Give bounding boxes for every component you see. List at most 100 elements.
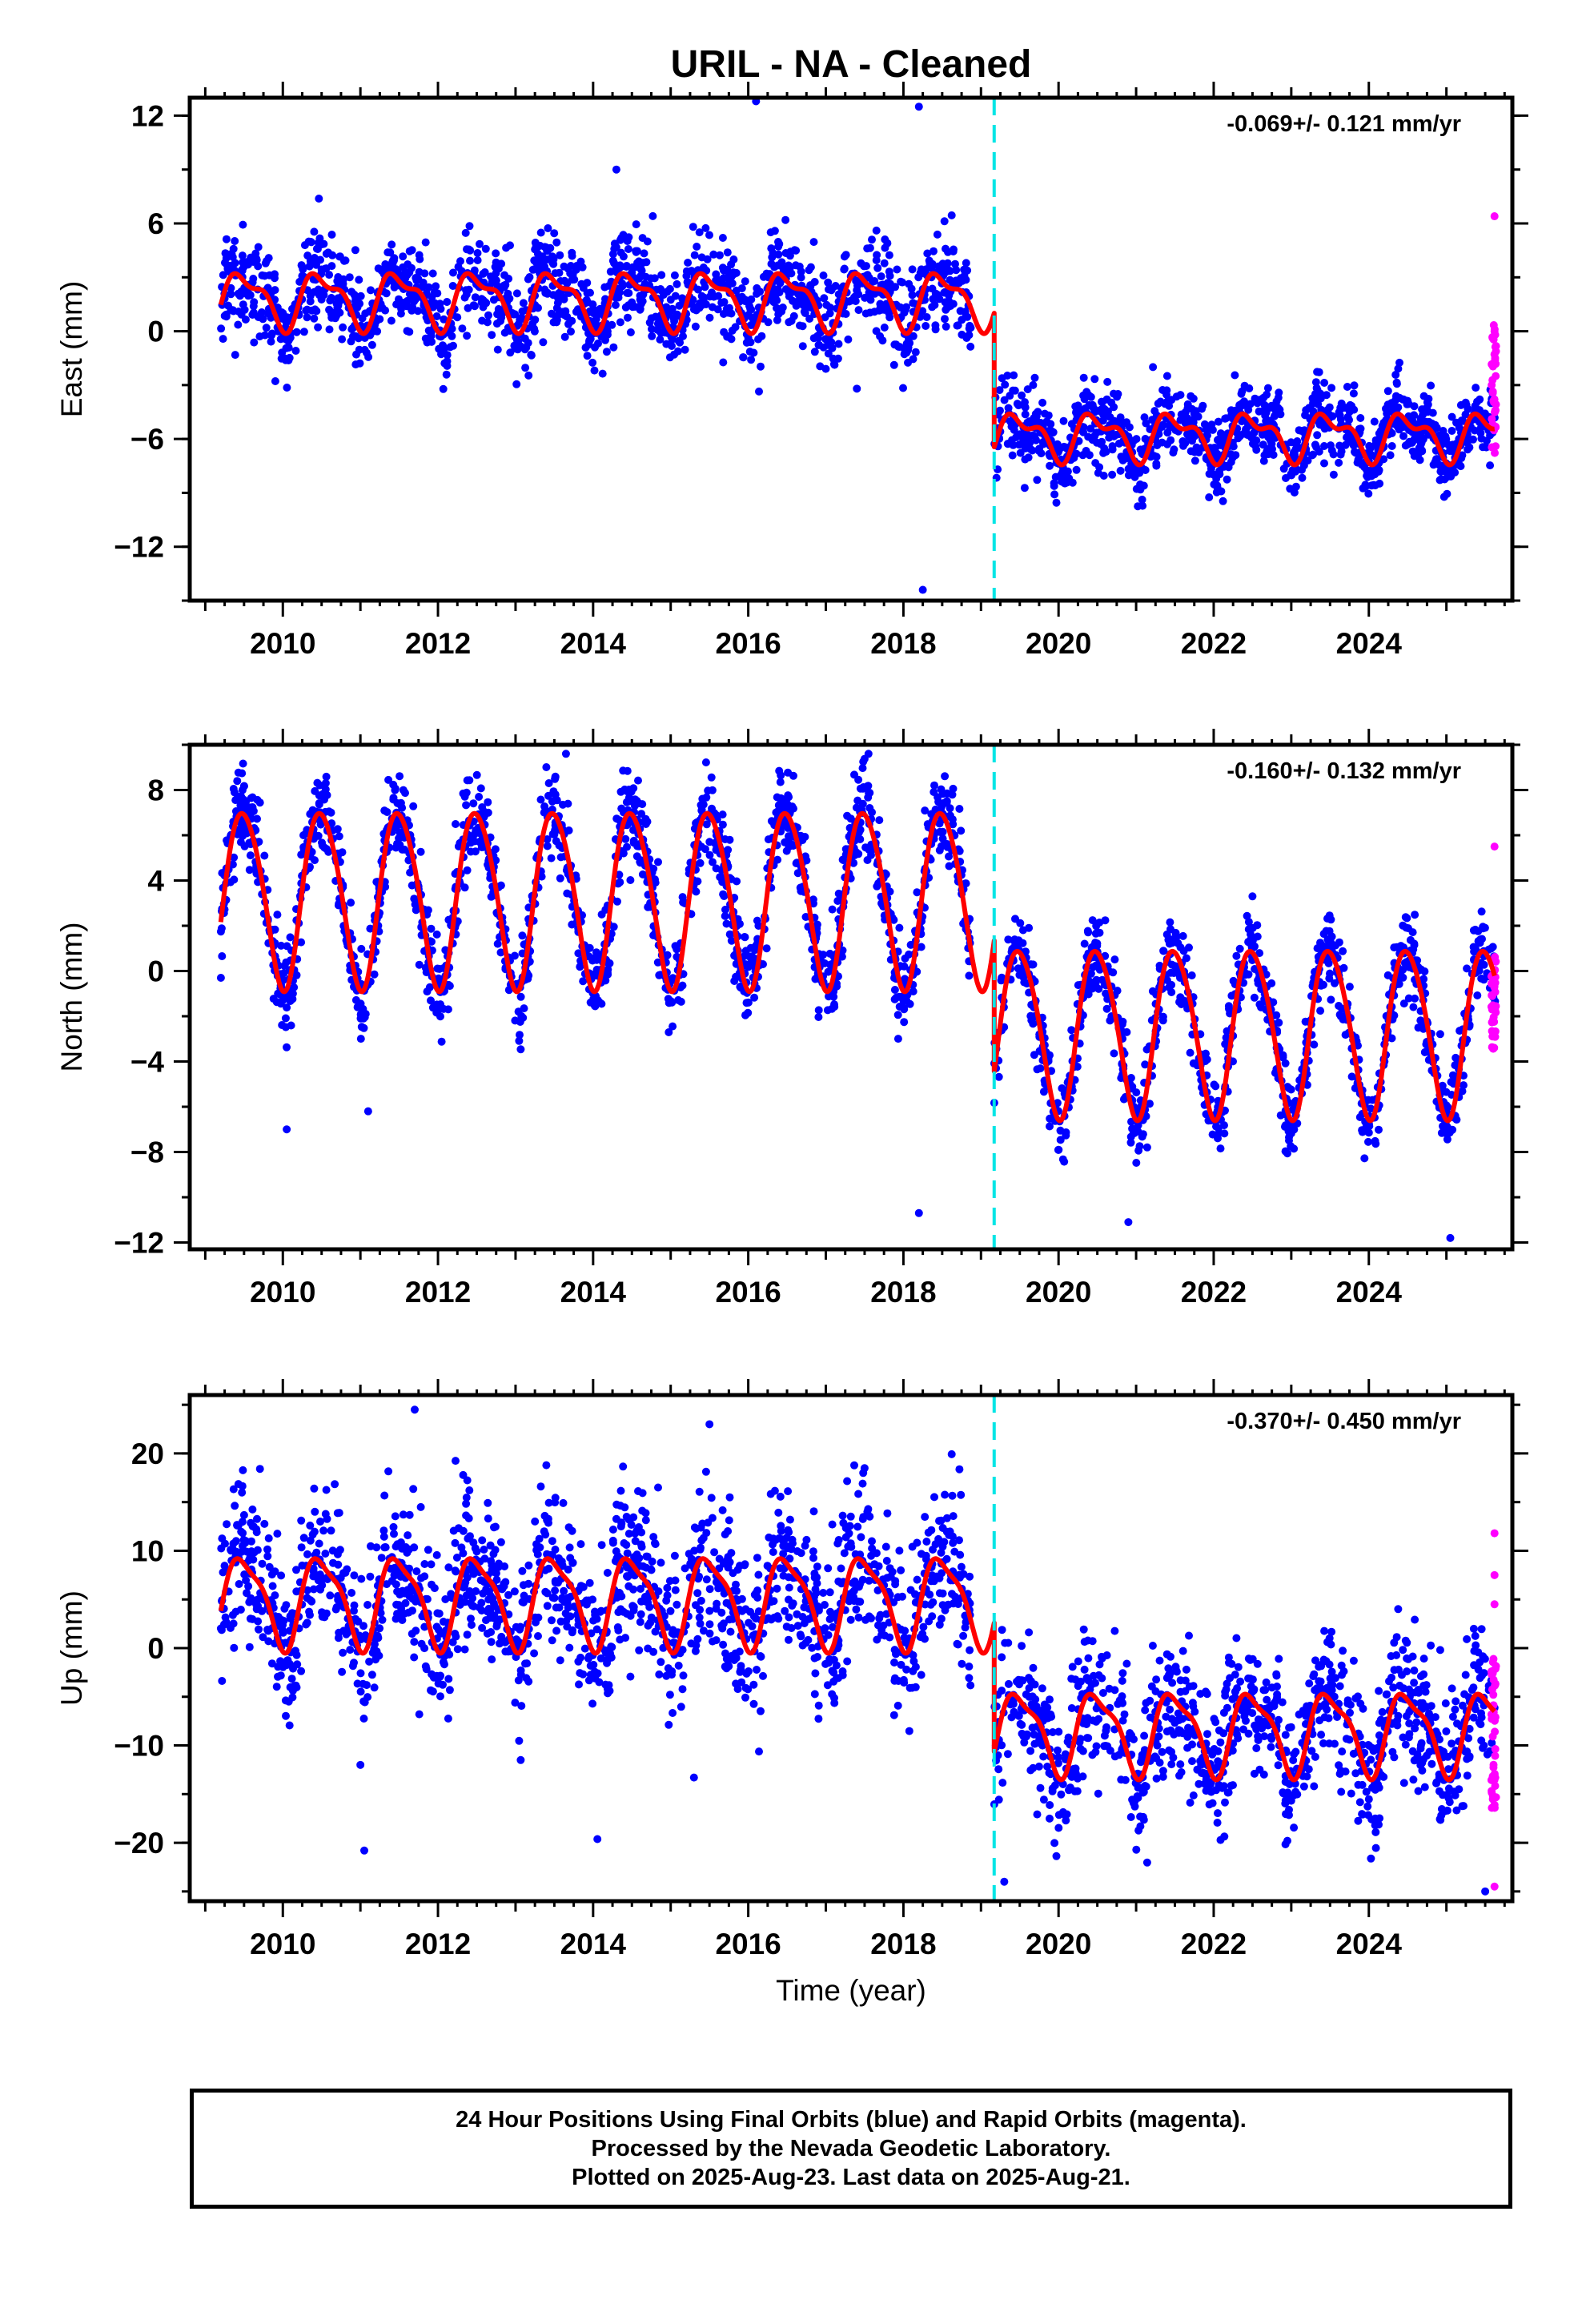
data-point	[252, 255, 261, 263]
data-point	[1399, 432, 1407, 440]
data-point	[396, 772, 404, 781]
data-point	[1315, 394, 1323, 403]
data-point	[524, 275, 532, 283]
data-point	[1338, 404, 1346, 412]
data-point	[767, 244, 776, 253]
data-point	[943, 842, 952, 851]
data-point	[747, 295, 756, 304]
data-point	[530, 324, 539, 333]
data-point	[934, 262, 943, 271]
x-tick-label: 2014	[560, 627, 627, 660]
data-point	[891, 283, 900, 292]
data-point	[325, 271, 334, 279]
data-point	[797, 273, 805, 282]
data-point	[1125, 423, 1134, 432]
data-point	[1477, 907, 1486, 916]
data-point	[1034, 447, 1043, 456]
data-point	[351, 293, 360, 302]
data-point	[616, 787, 625, 796]
data-point	[1263, 384, 1272, 392]
data-point	[1335, 1002, 1343, 1010]
data-point	[1343, 412, 1352, 421]
data-point	[244, 292, 253, 300]
data-point	[1311, 378, 1320, 387]
data-point	[1094, 407, 1103, 415]
data-point	[709, 858, 717, 866]
data-point	[398, 845, 407, 854]
data-point	[1264, 450, 1273, 459]
data-point	[1084, 432, 1093, 441]
data-point	[853, 286, 861, 295]
data-point	[315, 195, 323, 203]
data-point	[333, 825, 342, 834]
data-point	[240, 305, 249, 314]
data-point	[701, 758, 710, 766]
y-tick-label: 12	[131, 99, 164, 132]
data-point	[1016, 432, 1025, 440]
data-point	[302, 306, 311, 315]
data-point	[942, 244, 950, 253]
data-point	[228, 253, 237, 261]
data-point	[828, 905, 837, 914]
data-point	[669, 1022, 677, 1031]
data-point	[1422, 404, 1431, 412]
data-point	[1163, 428, 1172, 437]
data-point	[701, 283, 709, 292]
data-point	[1364, 1137, 1372, 1146]
data-point	[319, 790, 327, 798]
data-point	[949, 247, 958, 255]
data-point	[1205, 493, 1214, 501]
data-point	[259, 315, 267, 324]
data-point	[665, 353, 674, 362]
data-point	[1345, 983, 1354, 991]
data-point	[1327, 384, 1336, 392]
data-point	[1131, 1126, 1140, 1135]
data-point	[234, 768, 243, 777]
data-point	[579, 977, 588, 986]
data-point	[899, 384, 907, 392]
data-point	[291, 347, 300, 355]
plot-area	[217, 98, 1500, 594]
data-point	[427, 996, 435, 1005]
data-point	[682, 271, 691, 280]
data-point	[1260, 400, 1269, 409]
data-point	[938, 834, 947, 843]
data-point	[1356, 424, 1365, 433]
data-point	[1323, 915, 1331, 923]
rapid-point	[1488, 362, 1497, 371]
data-point	[1136, 485, 1145, 494]
data-point	[854, 775, 863, 784]
data-point	[1356, 414, 1365, 422]
data-point	[1447, 427, 1456, 435]
data-point	[347, 899, 355, 907]
data-point	[636, 858, 644, 866]
data-point	[1246, 400, 1255, 408]
data-point	[894, 342, 903, 351]
data-point	[1469, 943, 1478, 951]
data-point	[576, 257, 585, 266]
data-point	[704, 786, 713, 795]
velocity-rate-label: -0.069+/- 0.121 mm/yr	[1227, 111, 1461, 137]
data-point	[264, 254, 273, 263]
data-point	[339, 323, 347, 332]
data-point	[1213, 483, 1222, 492]
data-point	[1238, 399, 1247, 408]
data-point	[506, 348, 515, 357]
data-point	[865, 288, 873, 297]
data-point	[955, 279, 963, 287]
data-point	[543, 842, 552, 850]
data-point	[612, 243, 620, 251]
data-point	[1335, 441, 1344, 450]
data-point	[872, 256, 881, 264]
data-point	[952, 266, 961, 275]
data-point	[1167, 988, 1176, 996]
data-point	[955, 805, 964, 813]
data-point	[1354, 456, 1363, 464]
data-point	[469, 301, 478, 310]
data-point	[753, 283, 761, 292]
data-point	[239, 263, 248, 271]
data-point	[348, 332, 357, 340]
data-point	[1109, 968, 1118, 977]
data-point	[904, 346, 913, 355]
data-point	[548, 309, 556, 318]
